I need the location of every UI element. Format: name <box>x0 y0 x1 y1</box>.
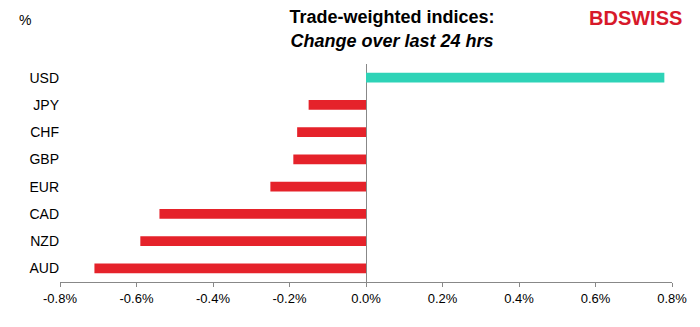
svg-text:-0.8%: -0.8% <box>43 291 77 306</box>
svg-text:0.8%: 0.8% <box>657 291 687 306</box>
svg-text:AUD: AUD <box>29 260 59 276</box>
svg-text:NZD: NZD <box>30 233 59 249</box>
svg-text:BDSWISS: BDSWISS <box>589 7 682 29</box>
svg-text:0.4%: 0.4% <box>504 291 534 306</box>
svg-text:USD: USD <box>29 70 59 86</box>
svg-text:GBP: GBP <box>29 151 59 167</box>
svg-text:CAD: CAD <box>29 206 59 222</box>
svg-text:Trade-weighted indices:Change: Trade-weighted indices:Change over last … <box>289 7 494 50</box>
svg-text:JPY: JPY <box>33 97 59 113</box>
svg-text:CHF: CHF <box>30 124 59 140</box>
svg-text:-0.2%: -0.2% <box>273 291 307 306</box>
svg-text:-0.4%: -0.4% <box>196 291 230 306</box>
svg-text:-0.6%: -0.6% <box>120 291 154 306</box>
svg-text:%: % <box>19 12 31 28</box>
svg-text:EUR: EUR <box>29 179 59 195</box>
svg-text:0.2%: 0.2% <box>428 291 458 306</box>
svg-text:0.6%: 0.6% <box>581 291 611 306</box>
svg-text:0.0%: 0.0% <box>351 291 381 306</box>
